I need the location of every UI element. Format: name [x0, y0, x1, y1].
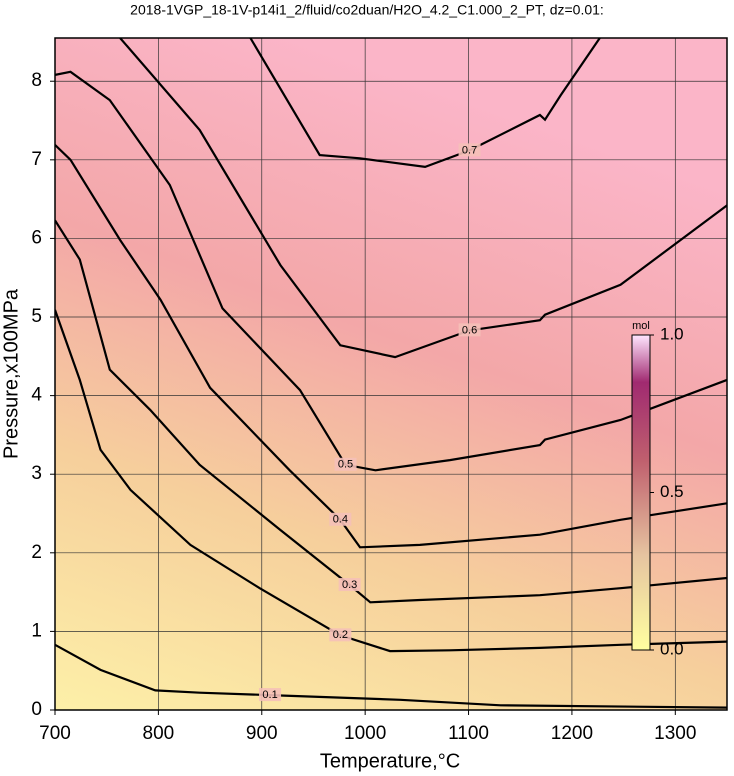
y-tick-label: 0 — [31, 699, 42, 720]
y-tick-label: 3 — [31, 463, 42, 484]
plot-background — [55, 38, 727, 710]
x-tick-label: 800 — [143, 723, 175, 744]
x-tick-label: 1200 — [551, 723, 593, 744]
contour-label-bg — [259, 688, 282, 702]
y-tick-label: 5 — [31, 306, 42, 327]
y-tick-label: 6 — [31, 227, 42, 248]
contours: 0.7 0.6 0.5 0.4 0.3 0.2 0.1 — [55, 38, 727, 709]
contour-label: 0.1 — [262, 689, 277, 701]
y-tick-label: 8 — [31, 70, 42, 91]
contour-label-bg — [458, 143, 481, 157]
contour-line — [119, 38, 727, 359]
x-tick-label: 1100 — [448, 723, 489, 744]
contour-label: 0.2 — [333, 629, 348, 641]
contour-line — [55, 309, 727, 653]
x-tick-label: 1300 — [654, 723, 696, 744]
contour-label-bg — [329, 628, 352, 642]
contour-label: 0.4 — [333, 514, 348, 526]
x-tick-label: 900 — [246, 723, 278, 744]
contour-line — [55, 219, 727, 604]
x-tick-label: 700 — [39, 723, 71, 744]
contour-label: 0.7 — [462, 144, 477, 156]
contour-line — [55, 643, 727, 709]
contour-label-bg — [334, 457, 357, 471]
contour-line — [55, 144, 727, 549]
colorbar-label: mol — [632, 320, 650, 332]
contour-label-bg — [338, 578, 361, 592]
y-tick-label: 4 — [31, 385, 42, 406]
y-tick-label: 1 — [31, 620, 42, 641]
y-axis-label: Pressure,x100MPa — [0, 288, 22, 459]
contour-label-bg — [329, 512, 352, 526]
x-axis-label: Temperature,°C — [320, 750, 460, 772]
colorbar — [631, 334, 651, 651]
annotations: 700 800 900 1000 1100 1200 1300 0 1 2 3 4 5 6 7 8 mol 1.0… — [31, 70, 696, 744]
y-tick-label: 2 — [31, 542, 42, 563]
grid — [55, 38, 727, 710]
contour-label: 0.6 — [462, 324, 477, 336]
y-tick-label: 7 — [31, 149, 42, 170]
chart-title: 2018-1VGP_18-1V-p14i1_2/fluid/co2duan/H2… — [130, 2, 604, 18]
colorbar-tick-label: 1.0 — [660, 324, 684, 343]
x-tick-label: 1000 — [344, 723, 386, 744]
colorbar-tick-label: 0.0 — [660, 639, 684, 658]
plot-frame — [54, 37, 728, 711]
contour-label: 0.3 — [342, 579, 357, 591]
contour-label-bg — [458, 323, 481, 337]
colorbar-tick-label: 0.5 — [660, 482, 684, 501]
contour-label: 0.5 — [338, 459, 353, 471]
